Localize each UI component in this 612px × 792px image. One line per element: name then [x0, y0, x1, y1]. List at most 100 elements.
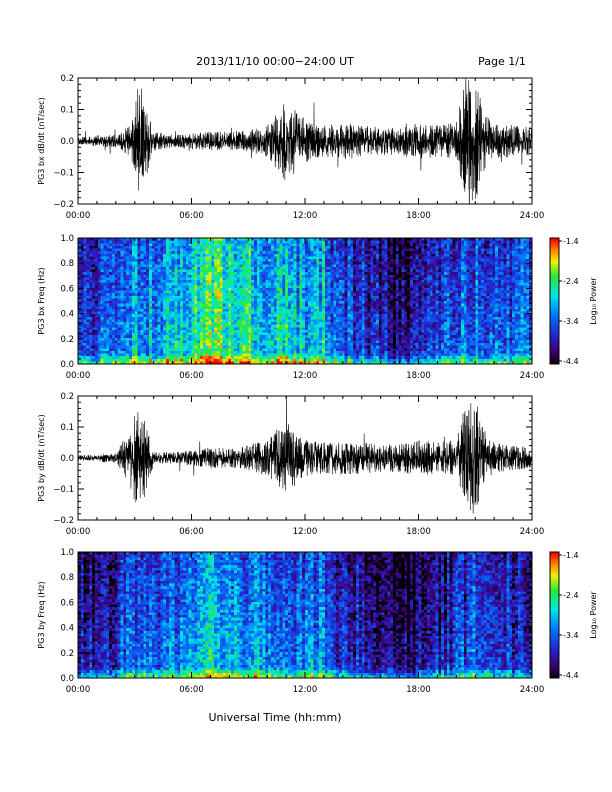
spectrogram-cell: [154, 316, 158, 320]
spectrogram-cell: [361, 295, 365, 299]
spectrogram-cell: [350, 261, 354, 265]
spectrogram-cell: [148, 298, 153, 302]
spectrogram-cell: [307, 306, 312, 310]
spectrogram-cell: [174, 319, 178, 323]
spectrogram-cell: [293, 256, 297, 260]
spectrogram-cell: [171, 332, 175, 336]
spectrogram-cell: [248, 287, 252, 291]
spectrogram-cell: [358, 356, 363, 360]
spectrogram-cell: [282, 256, 286, 260]
spectrogram-cell: [234, 290, 238, 294]
spectrogram-cell: [191, 266, 195, 270]
spectrogram-cell: [114, 329, 119, 333]
spectrogram-cell: [151, 269, 156, 273]
spectrogram-cell: [182, 361, 187, 365]
spectrogram-cell: [302, 361, 306, 365]
spectrogram-cell: [134, 251, 138, 255]
spectrogram-cell: [97, 274, 102, 278]
spectrogram-cell: [168, 245, 173, 249]
spectrogram-cell: [194, 337, 198, 341]
spectrogram-cell: [106, 353, 110, 357]
spectrogram-cell: [290, 293, 295, 297]
spectrogram-cell: [123, 319, 127, 323]
spectrogram-cell: [270, 251, 275, 255]
spectrogram-cell: [208, 266, 212, 270]
spectrogram-cell: [106, 322, 110, 326]
spectrogram-cell: [200, 340, 204, 344]
spectrogram-cell: [262, 245, 266, 249]
spectrogram-cell: [290, 306, 295, 310]
spectrogram-cell: [256, 293, 260, 297]
spectrogram-cell: [327, 308, 331, 312]
spectrogram-cell: [197, 248, 201, 252]
spectrogram-cell: [305, 248, 309, 252]
spectrogram-cell: [290, 285, 295, 289]
spectrogram-cell: [347, 266, 351, 270]
spectrogram-cell: [92, 356, 96, 360]
spectrogram-cell: [140, 277, 144, 281]
spectrogram-cell: [242, 240, 246, 244]
spectrogram-cell: [259, 272, 263, 276]
spectrogram-cell: [95, 314, 99, 318]
spectrogram-cell: [148, 245, 153, 249]
spectrogram-cell: [265, 327, 269, 331]
spectrogram-cell: [333, 290, 337, 294]
spectrogram-cell: [242, 324, 246, 328]
spectrogram-cell: [137, 332, 141, 336]
spectrogram-cell: [157, 329, 161, 333]
spectrogram-cell: [89, 243, 93, 247]
spectrogram-cell: [248, 358, 252, 362]
spectrogram-cell: [188, 295, 192, 299]
spectrogram-cell: [205, 287, 209, 291]
spectrogram-cell: [86, 340, 90, 344]
spectrogram-cell: [225, 353, 229, 357]
spectrogram-cell: [324, 280, 329, 284]
spectrogram-cell: [290, 282, 295, 286]
spectrogram-cell: [313, 243, 317, 247]
spectrogram-cell: [202, 319, 207, 323]
spectrogram-cell: [330, 335, 334, 339]
spectrogram-cell: [97, 353, 102, 357]
spectrogram-cell: [336, 350, 340, 354]
spectrogram-cell: [296, 298, 300, 302]
spectrogram-cell: [146, 348, 150, 352]
spectrogram-cell: [211, 253, 215, 257]
spectrogram-cell: [86, 314, 90, 318]
spectrogram-cell: [200, 301, 204, 305]
spectrogram-cell: [293, 335, 297, 339]
spectrogram-cell: [95, 287, 99, 291]
spectrogram-cell: [339, 272, 343, 276]
spectrogram-cell: [347, 280, 351, 284]
spectrogram-cell: [248, 350, 252, 354]
spectrogram-cell: [231, 287, 235, 291]
spectrogram-cell: [228, 350, 232, 354]
spectrogram-cell: [302, 335, 306, 339]
spectrogram-cell: [219, 277, 224, 281]
spectrogram-cell: [205, 356, 209, 360]
spectrogram-cell: [157, 272, 161, 276]
spectrogram-cell: [356, 264, 360, 268]
spectrogram-cell: [225, 251, 229, 255]
spectrogram-cell: [339, 287, 343, 291]
spectrogram-cell: [339, 348, 343, 352]
spectrogram-cell: [197, 285, 201, 289]
spectrogram-cell: [177, 290, 181, 294]
spectrogram-cell: [256, 277, 260, 281]
spectrogram-cell: [316, 266, 320, 270]
spectrogram-cell: [313, 319, 317, 323]
spectrogram-cell: [146, 256, 150, 260]
spectrogram-cell: [131, 269, 136, 273]
spectrogram-cell: [225, 335, 229, 339]
spectrogram-cell: [112, 259, 116, 263]
spectrogram-cell: [299, 350, 303, 354]
spectrogram-cell: [137, 306, 141, 310]
spectrogram-cell: [112, 303, 116, 307]
spectrogram-cell: [236, 272, 241, 276]
spectrogram-cell: [106, 277, 110, 281]
spectrogram-cell: [188, 280, 192, 284]
spectrogram-cell: [165, 238, 170, 242]
spectrogram-cell: [106, 298, 110, 302]
spectrogram-cell: [307, 298, 312, 302]
spectrogram-cell: [290, 340, 295, 344]
spectrogram-cell: [305, 308, 309, 312]
